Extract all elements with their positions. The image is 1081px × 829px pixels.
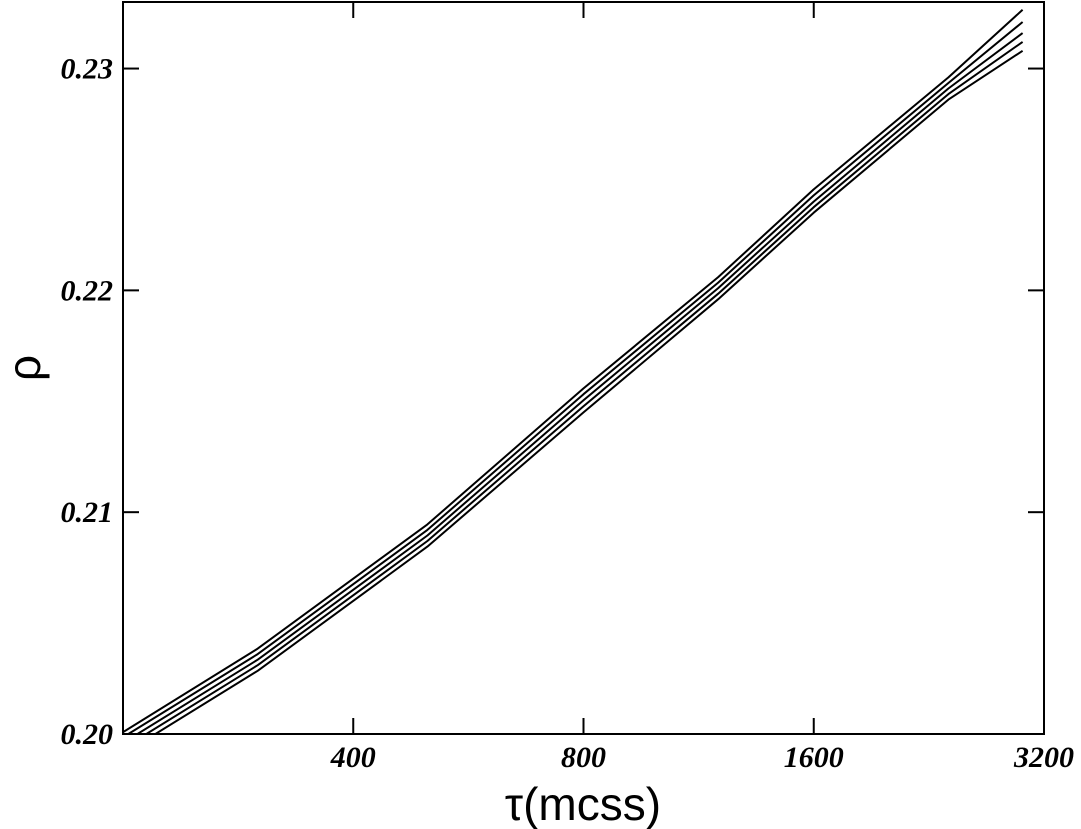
series-line: [123, 9, 1024, 734]
series-line: [153, 49, 1024, 734]
x-tick-label: 3200: [1013, 741, 1074, 774]
y-tick-label: 0.23: [61, 53, 114, 86]
series-line: [126, 21, 1024, 734]
x-tick-label: 1600: [784, 741, 844, 774]
series-line: [144, 41, 1024, 734]
y-axis-title: ρ: [0, 355, 50, 381]
series-line: [135, 32, 1024, 734]
x-tick-label: 800: [561, 741, 606, 774]
x-axis-title: τ(mcss): [505, 778, 661, 829]
tick-labels: 400 800 1600 3200 0.20 0.21 0.22 0.23: [61, 53, 1075, 774]
y-tick-label: 0.21: [61, 496, 114, 529]
x-tick-label: 400: [330, 741, 376, 774]
y-tick-label: 0.20: [61, 718, 114, 751]
y-tick-label: 0.22: [61, 274, 114, 307]
series-lines: [123, 9, 1024, 734]
